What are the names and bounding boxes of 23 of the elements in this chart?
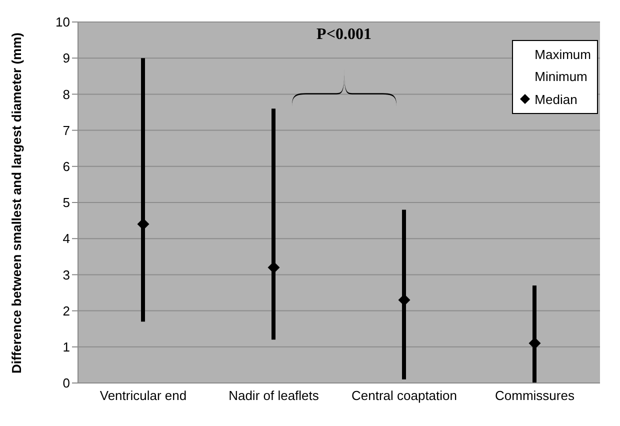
x-tick-label: Commissures [495, 388, 575, 404]
y-tick-label: 0 [62, 376, 70, 391]
y-tick-label: 5 [62, 195, 70, 210]
bar [402, 210, 406, 380]
y-tick-label: 8 [62, 86, 70, 102]
y-tick-label: 3 [62, 267, 70, 282]
y-tick-label: 10 [56, 14, 70, 30]
x-tick-label: Central coaptation [351, 388, 458, 404]
y-tick-label: 9 [62, 50, 70, 66]
y-tick-label: 4 [62, 231, 70, 246]
y-tick-label: 6 [62, 159, 70, 174]
x-tick-label: Ventricular end [100, 388, 187, 404]
annotation: P<0.001 [316, 26, 372, 44]
legend-label: Median [534, 92, 578, 106]
x-tick-label: Nadir of leaflets [228, 388, 320, 404]
annotation: Minimum [534, 68, 588, 86]
y-axis-title: Difference between smallest and largest diameter (mm) [8, 31, 25, 376]
bar [141, 58, 145, 322]
y-tick-label: 1 [62, 340, 70, 355]
y-tick-label: 7 [62, 122, 70, 138]
annotation: Maximum [534, 46, 591, 64]
bar [272, 108, 276, 340]
y-tick-label: 2 [62, 303, 70, 318]
